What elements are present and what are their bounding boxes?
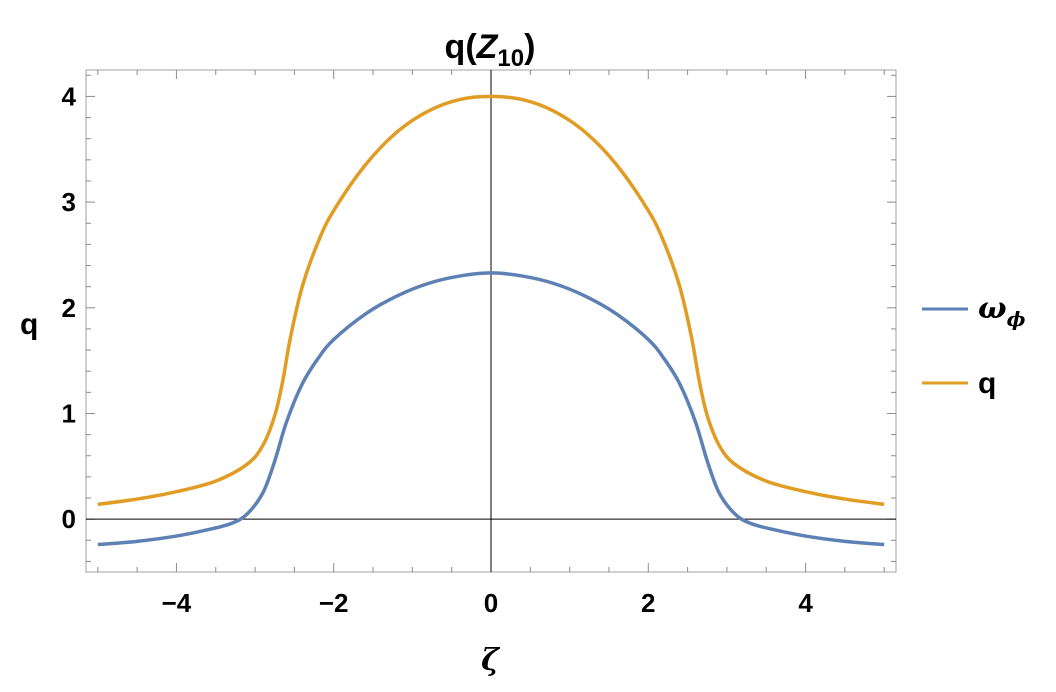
y-tick-label: 1 [62,398,76,428]
y-tick-label: 4 [62,81,77,111]
series-line-omega-phi [97,271,885,547]
chart-title: q(Z10) [445,28,536,72]
x-tick-label: 4 [798,588,813,618]
x-tick-label: 0 [484,588,498,618]
y-tick-label: 3 [62,187,76,217]
title-variable: Z [476,28,499,66]
axes-layer [86,70,896,572]
x-tick-label: −2 [319,588,349,618]
legend-phi-subscript: ϕ [1007,307,1026,331]
tick-labels-layer: −4 −2 0 2 4 0 1 2 3 4 [62,81,814,618]
legend-label-q: q [978,367,996,400]
legend-label-omega-phi: ωϕ [978,291,1026,331]
y-tick-label: 0 [62,504,76,534]
title-prefix: q( [445,28,478,66]
x-axis-label: ζ [481,643,501,678]
title-subscript: 10 [497,45,524,72]
x-tick-label: −4 [162,588,192,618]
legend: ωϕ q [922,291,1026,400]
title-suffix: ) [524,28,535,66]
x-tick-label: 2 [641,588,655,618]
y-axis-label: q [20,308,38,341]
series-line-q [97,94,885,507]
legend-omega-symbol: ω [978,291,1007,326]
y-tick-label: 2 [62,293,76,323]
series-layer [97,94,885,547]
